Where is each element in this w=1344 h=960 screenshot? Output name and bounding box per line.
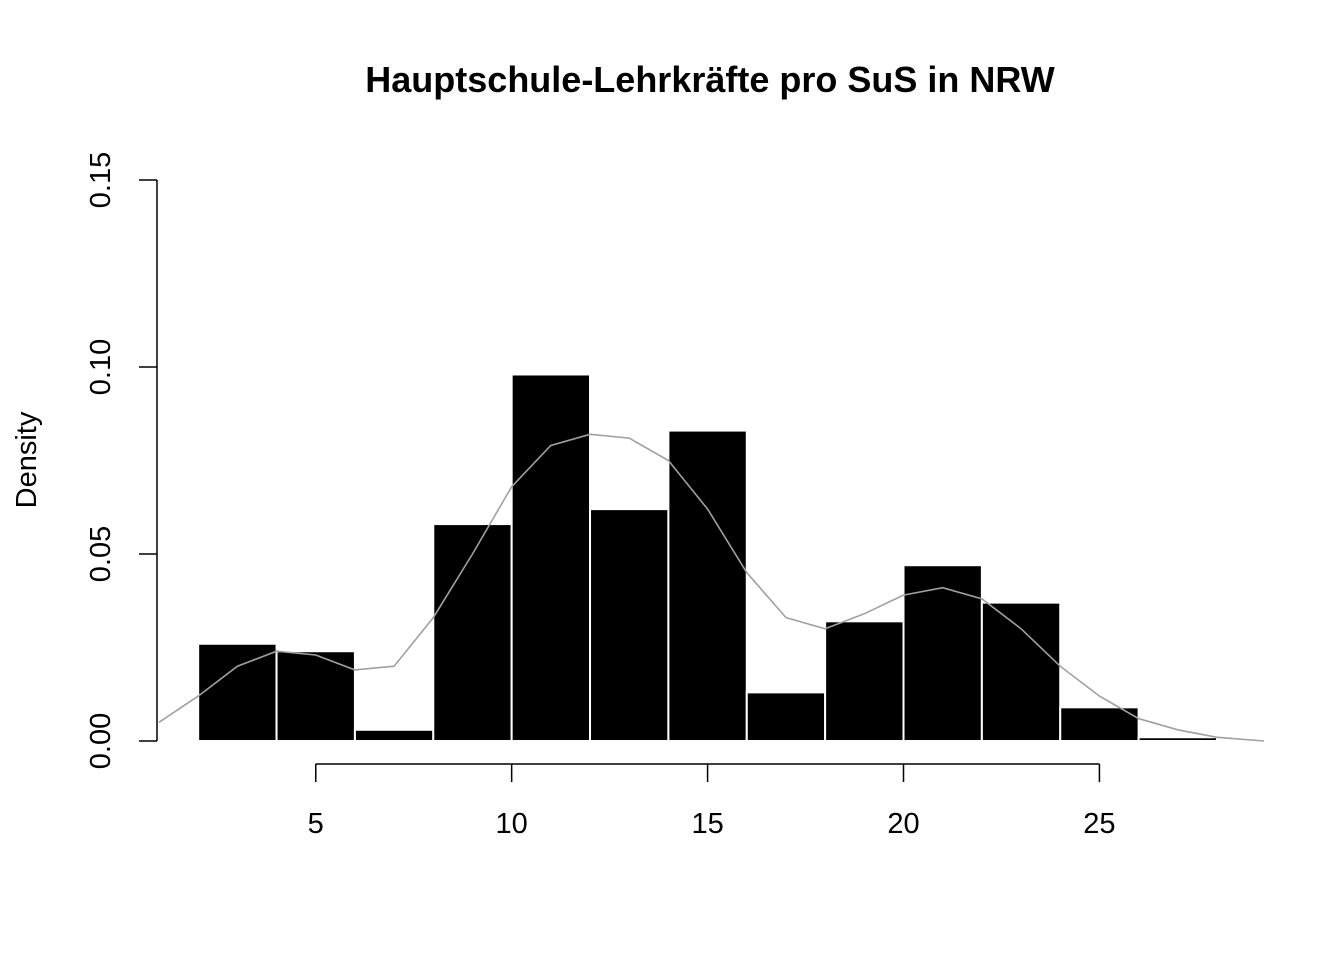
histogram-bar xyxy=(902,564,983,742)
histogram-bar xyxy=(275,650,356,742)
histogram-bars xyxy=(197,373,1218,743)
y-axis-label: Density xyxy=(11,411,43,508)
histogram-bar xyxy=(432,523,513,743)
x-tick-label: 15 xyxy=(691,808,723,840)
histogram-bar xyxy=(667,429,748,742)
histogram-bar xyxy=(510,373,592,742)
histogram-bar xyxy=(353,728,435,743)
y-axis: 0.00 0.05 0.10 0.15 xyxy=(85,152,158,769)
chart-title: Hauptschule-Lehrkräfte pro SuS in NRW xyxy=(365,59,1054,100)
x-tick-label: 5 xyxy=(308,808,324,840)
histogram-bar xyxy=(1137,736,1218,743)
y-tick-label: 0.05 xyxy=(85,526,117,582)
x-tick-label: 10 xyxy=(496,808,528,840)
histogram-bar xyxy=(589,508,670,742)
x-axis: 5 10 15 20 25 xyxy=(308,763,1116,840)
histogram-bar xyxy=(745,691,827,743)
y-tick-label: 0.10 xyxy=(85,339,117,395)
histogram-bar xyxy=(980,601,1062,742)
histogram-bar xyxy=(824,620,905,743)
density-curve xyxy=(158,433,1265,742)
x-tick-label: 20 xyxy=(887,808,919,840)
y-tick-label: 0.15 xyxy=(85,152,117,208)
x-tick-label: 25 xyxy=(1083,808,1115,840)
histogram-bar xyxy=(197,642,278,743)
histogram-bar xyxy=(1059,706,1140,743)
y-tick-label: 0.00 xyxy=(85,713,117,769)
